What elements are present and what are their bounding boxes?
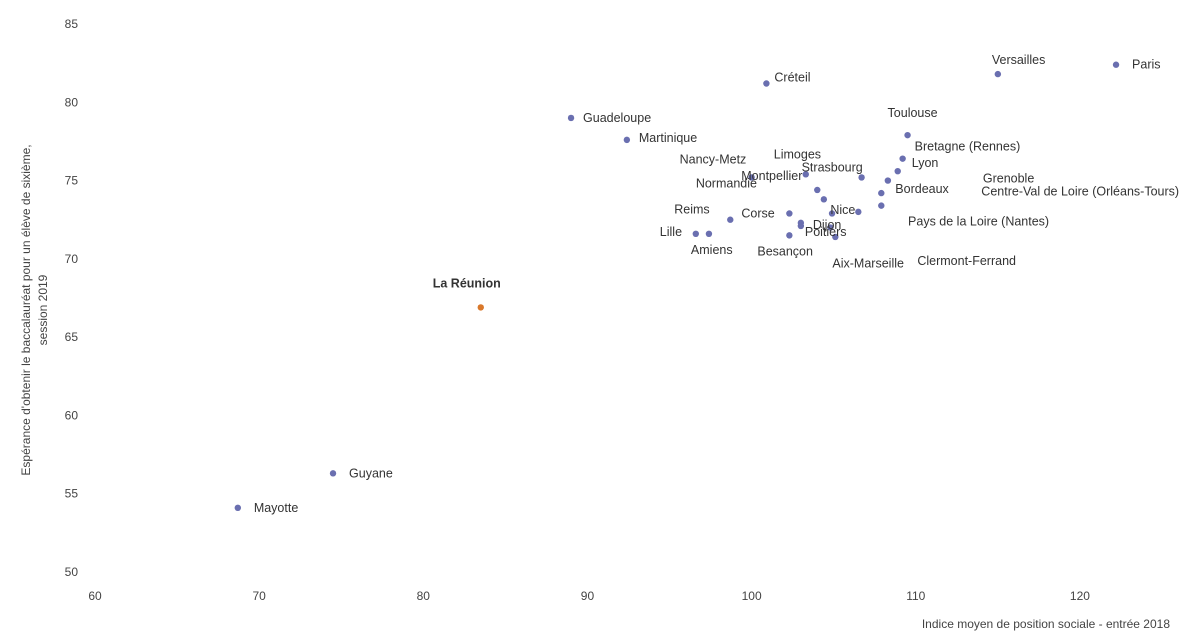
point-labels: Paris Versailles Créteil Guadeloupe Martiniq…: [254, 53, 1179, 515]
point-label: Strasbourg: [802, 160, 863, 174]
point-label: Besançon: [757, 244, 813, 258]
point-label: Centre-Val de Loire (Orléans-Tours): [981, 185, 1179, 199]
data-point: [329, 470, 337, 477]
data-point: [797, 222, 805, 230]
data-points: [234, 61, 1120, 512]
data-point: [786, 210, 793, 217]
point-label: Nice: [830, 203, 855, 217]
y-tick-labels: 50 55 60 65 70 75 80 85: [65, 17, 79, 579]
data-point: [820, 196, 828, 203]
point-label: Lyon: [912, 156, 939, 170]
point-label: Limoges: [774, 147, 821, 161]
y-tick-label: 55: [65, 487, 79, 501]
data-point: [894, 167, 901, 175]
point-label: Versailles: [992, 53, 1046, 67]
data-point: [567, 114, 575, 122]
data-point: [884, 177, 892, 184]
data-point: [748, 174, 755, 181]
point-label: Amiens: [691, 243, 733, 257]
y-axis-title-line-2: session 2019: [36, 274, 50, 345]
x-tick-label: 110: [906, 589, 925, 603]
data-point: [763, 80, 770, 87]
data-point: [802, 171, 809, 178]
point-label: Clermont-Ferrand: [917, 254, 1016, 268]
data-point: [477, 304, 484, 311]
x-tick-labels: 60 70 80 90 100 110 120: [88, 589, 1090, 603]
data-point: [904, 131, 911, 139]
data-point: [234, 504, 242, 512]
point-label: Mayotte: [254, 501, 299, 515]
point-label: Reims: [674, 203, 709, 217]
point-label: Nancy-Metz: [680, 152, 747, 166]
data-point: [832, 233, 839, 241]
data-point: [899, 155, 906, 162]
data-point: [814, 186, 821, 194]
point-label: Aix-Marseille: [832, 257, 904, 271]
x-axis-title: Indice moyen de position sociale - entré…: [922, 617, 1170, 631]
point-label: Grenoble: [983, 172, 1034, 186]
data-point: [623, 136, 631, 144]
point-label: Guyane: [349, 466, 393, 480]
x-tick-label: 100: [742, 589, 762, 603]
point-label: Paris: [1132, 58, 1160, 72]
data-point: [705, 230, 713, 238]
point-label: Guadeloupe: [583, 111, 651, 125]
y-tick-label: 50: [65, 565, 79, 579]
x-tick-label: 120: [1070, 589, 1090, 603]
y-axis-title-line-1: Espérance d'obtenir le baccalauréat pour…: [19, 144, 33, 475]
point-label: Martinique: [639, 131, 697, 145]
data-point: [878, 202, 885, 209]
x-tick-label: 60: [88, 589, 102, 603]
data-point: [727, 216, 734, 223]
x-tick-label: 90: [581, 589, 595, 603]
point-label: Pays de la Loire (Nantes): [908, 214, 1049, 228]
y-tick-label: 80: [65, 95, 79, 109]
data-point: [692, 230, 700, 238]
point-label: Lille: [660, 225, 682, 239]
point-label: Créteil: [774, 70, 810, 84]
point-label: Toulouse: [888, 106, 938, 120]
data-point: [855, 208, 862, 216]
y-axis-title: Espérance d'obtenir le baccalauréat pour…: [19, 144, 50, 475]
x-tick-label: 70: [252, 589, 266, 603]
point-label: La Réunion: [433, 276, 501, 290]
data-point: [786, 232, 793, 239]
point-label: Normandie: [696, 176, 757, 190]
data-point: [858, 174, 865, 181]
y-tick-label: 70: [65, 252, 79, 266]
data-point: [827, 224, 834, 231]
data-point: [828, 210, 836, 217]
data-point: [1112, 61, 1120, 68]
y-tick-label: 65: [65, 330, 79, 344]
point-label: Bordeaux: [895, 182, 949, 196]
y-tick-label: 60: [65, 408, 79, 422]
y-tick-label: 75: [65, 174, 79, 188]
point-label: Montpellier: [741, 169, 802, 183]
point-label: Bretagne (Rennes): [915, 140, 1021, 154]
point-label: Dijon: [813, 218, 842, 232]
point-label: Corse: [741, 206, 774, 220]
point-label: Poitiers: [805, 225, 847, 239]
data-point: [994, 70, 1002, 78]
data-point: [878, 189, 885, 197]
x-tick-label: 80: [417, 589, 431, 603]
y-tick-label: 85: [65, 17, 79, 31]
